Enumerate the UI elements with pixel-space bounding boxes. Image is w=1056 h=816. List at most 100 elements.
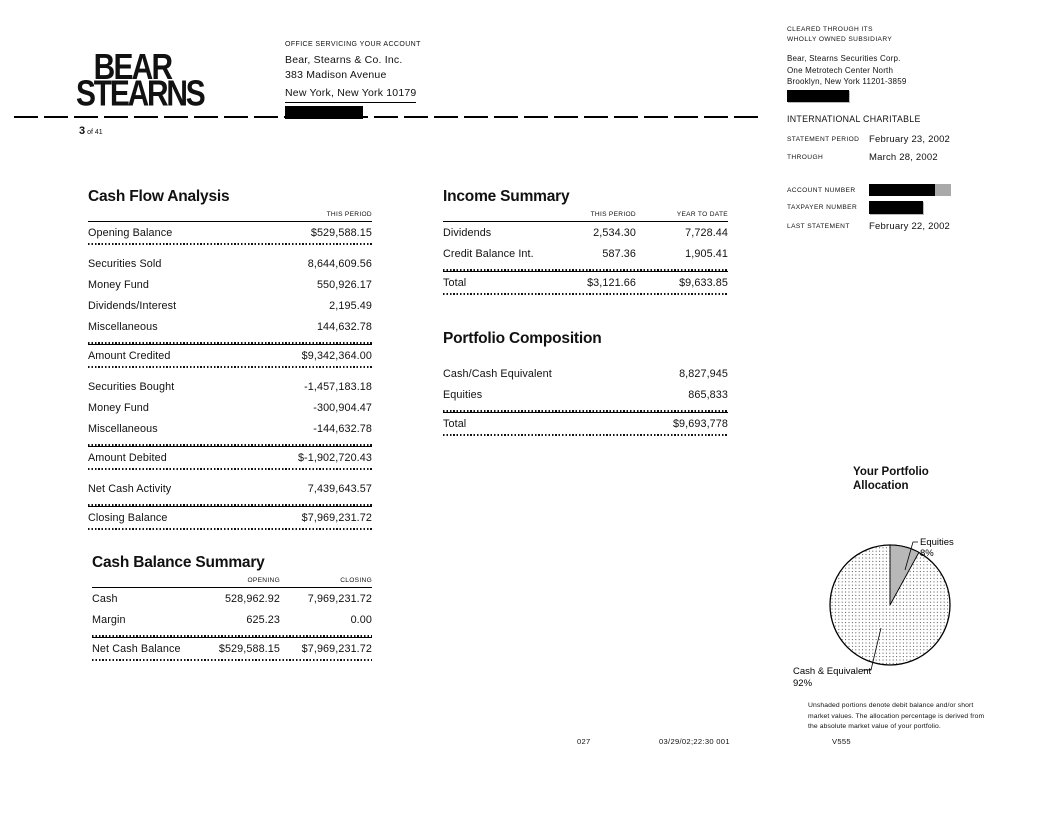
dotted-rule (88, 528, 372, 530)
office-line: New York, New York 10179 (285, 86, 417, 103)
statement-info-row: STATEMENT PERIOD February 23, 2002 (787, 134, 1002, 145)
row-value: 625.23 (246, 613, 280, 626)
cash-label: Cash & Equivalent (793, 666, 872, 677)
row-value: 2,534.30 (593, 226, 636, 239)
row-value: $-1,902,720.43 (297, 451, 372, 464)
row-label: Total (443, 417, 467, 430)
portfolio-allocation-title: Your Portfolio Allocation (853, 466, 929, 492)
table-row: Opening Balance $529,588.15 (88, 222, 372, 243)
header-divider-rule (14, 116, 762, 118)
column-header: THIS PERIOD (326, 211, 372, 218)
row-label: Securities Sold (88, 257, 162, 270)
row-value: 0.00 (350, 613, 372, 626)
row-value: $529,588.15 (218, 642, 280, 655)
office-caption: OFFICE SERVICING YOUR ACCOUNT (285, 41, 421, 48)
dotted-rule (443, 410, 728, 412)
dotted-rule (92, 635, 372, 637)
row-label: Amount Credited (88, 349, 171, 362)
logo-line-2: STEARNS (76, 73, 206, 114)
row-value: 8,827,945 (679, 367, 728, 380)
cash-pct-label: 92% (793, 678, 813, 689)
row-label: Net Cash Activity (88, 482, 172, 495)
row-value: -144,632.78 (313, 422, 372, 435)
table-row: Margin 625.23 0.00 (92, 609, 372, 630)
allocation-footnote: Unshaded portions denote debit balance a… (808, 702, 985, 730)
row-label: Money Fund (88, 278, 150, 291)
info-value: March 28, 2002 (869, 152, 938, 163)
info-value: February 23, 2002 (869, 134, 951, 145)
row-value: 7,969,231.72 (307, 592, 372, 605)
table-row: Miscellaneous -144,632.78 (88, 418, 372, 439)
cash-balance-summary-section: Cash Balance Summary OPENING CLOSING Cash 52… (92, 554, 372, 669)
clearing-caption: WHOLLY OWNED SUBSIDIARY (787, 36, 893, 43)
row-value: 8,644,609.56 (307, 257, 372, 270)
row-value: 865,833 (688, 388, 728, 401)
table-row: Cash 528,962.92 7,969,231.72 (92, 588, 372, 609)
cash-flow-analysis-section: Cash Flow Analysis THIS PERIOD Opening Bal… (88, 188, 372, 538)
footer-timestamp: 03/29/02;22:30 001 (659, 737, 730, 746)
row-label: Margin (92, 613, 126, 626)
row-label: Dividends/Interest (88, 299, 177, 312)
statement-info-panel: STATEMENT PERIOD February 23, 2002 THROUGH… (787, 134, 1002, 232)
column-header: CLOSING (340, 577, 372, 584)
table-row: Amount Debited $-1,902,720.43 (88, 446, 372, 468)
income-summary-section: Income Summary THIS PERIOD YEAR TO DATE Div… (443, 188, 728, 303)
footer-form-code: V555 (832, 737, 851, 746)
office-line: 383 Madison Avenue (285, 69, 387, 81)
row-label: Amount Debited (88, 451, 167, 464)
table-row: Miscellaneous 144,632.78 (88, 316, 372, 337)
section-title: Cash Balance Summary (92, 554, 265, 571)
row-label: Securities Bought (88, 380, 175, 393)
table-row: Securities Sold 8,644,609.56 (88, 253, 372, 274)
section-title: Cash Flow Analysis (88, 188, 230, 205)
info-label: LAST STATEMENT (787, 223, 850, 230)
column-header: THIS PERIOD (590, 211, 636, 218)
clearing-address-line: One Metrotech Center North (787, 65, 894, 75)
info-label: THROUGH (787, 154, 824, 161)
row-value: 528,962.92 (224, 592, 280, 605)
office-line: Bear, Stearns & Co. Inc. (285, 54, 403, 66)
column-header: YEAR TO DATE (676, 211, 728, 218)
section-title: Income Summary (443, 188, 570, 205)
portfolio-allocation-pie-chart: Equities 8% Cash & Equivalent 92% (793, 537, 954, 689)
info-label: ACCOUNT NUMBER (787, 186, 856, 194)
row-value: -1,457,183.18 (304, 380, 372, 393)
row-label: Opening Balance (88, 226, 173, 239)
clearing-address-line: Bear, Stearns Securities Corp. (787, 54, 901, 63)
table-row: Dividends/Interest 2,195.49 (88, 295, 372, 316)
row-label: Total (443, 276, 467, 289)
dotted-rule (88, 468, 372, 470)
header-spacer (443, 351, 728, 363)
table-row: Dividends 2,534.30 7,728.44 (443, 222, 728, 243)
column-header-row: THIS PERIOD YEAR TO DATE (443, 209, 728, 222)
row-value: 7,728.44 (685, 226, 728, 239)
row-value: $9,342,364.00 (301, 349, 372, 362)
pie-equities-slice (889, 544, 920, 606)
clearing-address: Bear, Stearns Securities Corp. One Metro… (787, 53, 1002, 88)
table-row: Net Cash Activity 7,439,643.57 (88, 478, 372, 499)
section-title: Portfolio Composition (443, 330, 602, 347)
account-holder-name: INTERNATIONAL CHARITABLE (787, 113, 921, 124)
dotted-rule (443, 434, 728, 436)
table-row: Money Fund 550,926.17 (88, 274, 372, 295)
info-label: STATEMENT PERIOD (787, 136, 860, 143)
statement-info-row: THROUGH March 28, 2002 (787, 152, 1002, 163)
office-servicing-block: OFFICE SERVICING YOUR ACCOUNT Bear, Stea… (285, 41, 421, 119)
dotted-rule (88, 243, 372, 245)
row-value: $7,969,231.72 (301, 511, 372, 524)
row-label: Miscellaneous (88, 422, 158, 435)
row-label: Closing Balance (88, 511, 168, 524)
row-value: $9,633.85 (679, 276, 728, 289)
row-value: 1,905.41 (685, 247, 728, 260)
clearing-block: CLEARED THROUGH ITS WHOLLY OWNED SUBSIDI… (787, 25, 1002, 124)
dotted-rule (88, 366, 372, 368)
row-label: Equities (443, 388, 483, 401)
clearing-address-line: Brooklyn, New York 11201-3859 (787, 77, 907, 86)
row-label: Dividends (443, 226, 492, 239)
row-label: Credit Balance Int. (443, 247, 534, 260)
row-value: $7,969,231.72 (301, 642, 372, 655)
clearing-caption: CLEARED THROUGH ITS (787, 26, 873, 33)
row-label: Net Cash Balance (92, 642, 181, 655)
redacted-address-bar (285, 106, 363, 119)
